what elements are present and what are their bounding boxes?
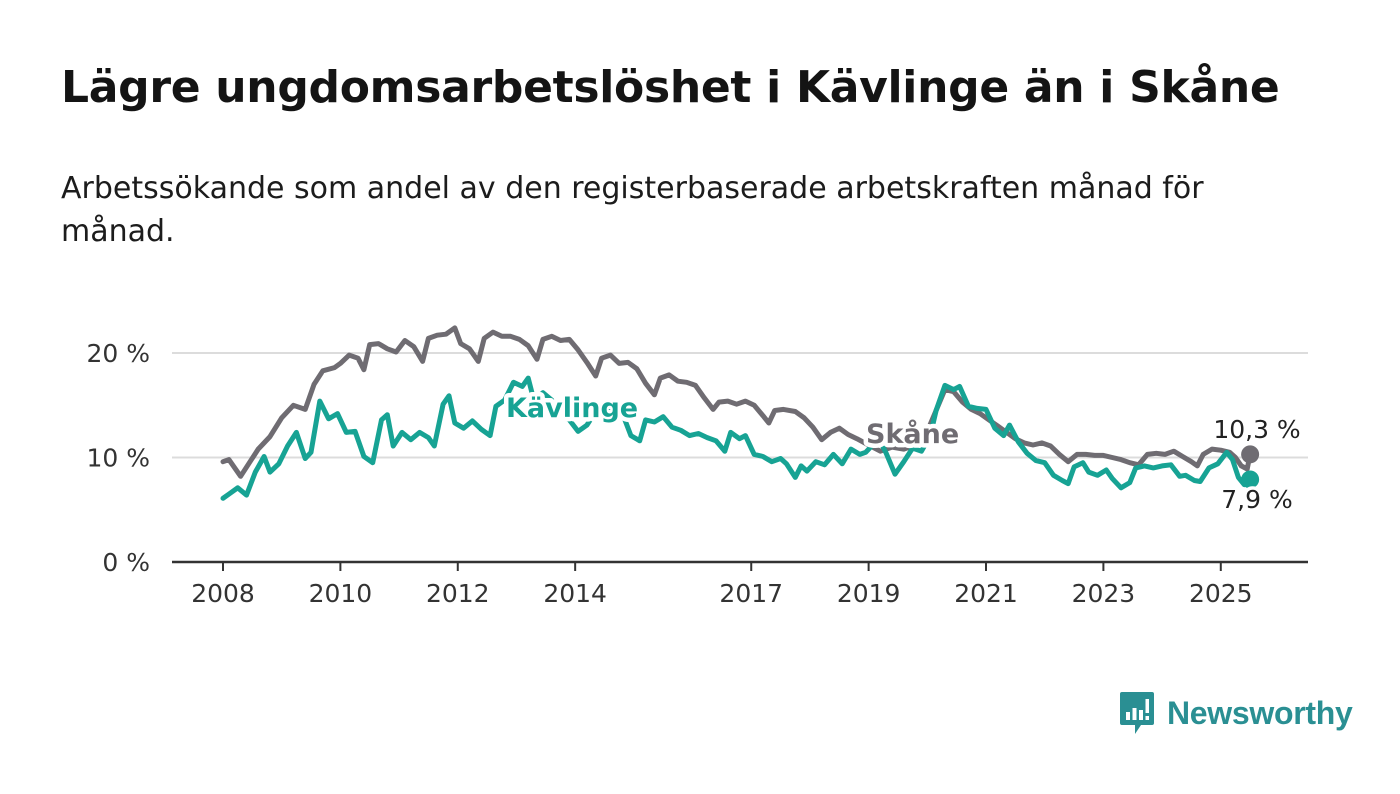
chart-title: Lägre ungdomsarbetslöshet i Kävlinge än …: [61, 62, 1280, 113]
series-end-point: [1241, 445, 1260, 464]
end-value-label: 10,3 %: [1213, 415, 1300, 444]
gridlines: 0 % 10 % 20 %: [86, 339, 1308, 577]
x-tick-label: 2010: [309, 579, 373, 608]
series-label-halo: Skåne: [866, 418, 959, 450]
chart-subtitle: Arbetssökande som andel av den registerb…: [61, 171, 1204, 249]
series-lines: [220, 325, 1260, 501]
series-line-1: [220, 375, 1253, 501]
series-line-0: [220, 325, 1253, 479]
end-label-halo: 7,9 %: [1221, 485, 1292, 514]
x-tick-label: 2012: [426, 579, 490, 608]
x-tick-label: 2021: [954, 579, 1018, 608]
x-tick-label: 2008: [191, 579, 255, 608]
end-label-halo: 10,3 %: [1213, 415, 1300, 444]
x-tick-label: 2025: [1189, 579, 1253, 608]
series-label-halo: Kävlinge: [506, 393, 638, 424]
newsworthy-logo: Newsworthy: [1119, 690, 1353, 736]
y-tick-label: 0 %: [102, 548, 150, 577]
y-tick-label: 20 %: [86, 339, 150, 368]
x-tick-label: 2023: [1072, 579, 1136, 608]
x-axis: 2008 2010 2012 2014 2017 2019 2021 2023 2025: [172, 560, 1308, 608]
series-label: Skåne: [866, 418, 959, 450]
brand-name: Newsworthy: [1167, 694, 1353, 731]
bar-chart-speech-icon: [1120, 692, 1154, 734]
x-tick-label: 2014: [543, 579, 607, 608]
series-label: Kävlinge: [506, 393, 638, 424]
x-tick-label: 2019: [837, 579, 901, 608]
series-end-point: [1241, 470, 1260, 489]
y-tick-label: 10 %: [86, 444, 150, 473]
end-value-label: 7,9 %: [1221, 485, 1292, 514]
x-tick-label: 2017: [719, 579, 783, 608]
